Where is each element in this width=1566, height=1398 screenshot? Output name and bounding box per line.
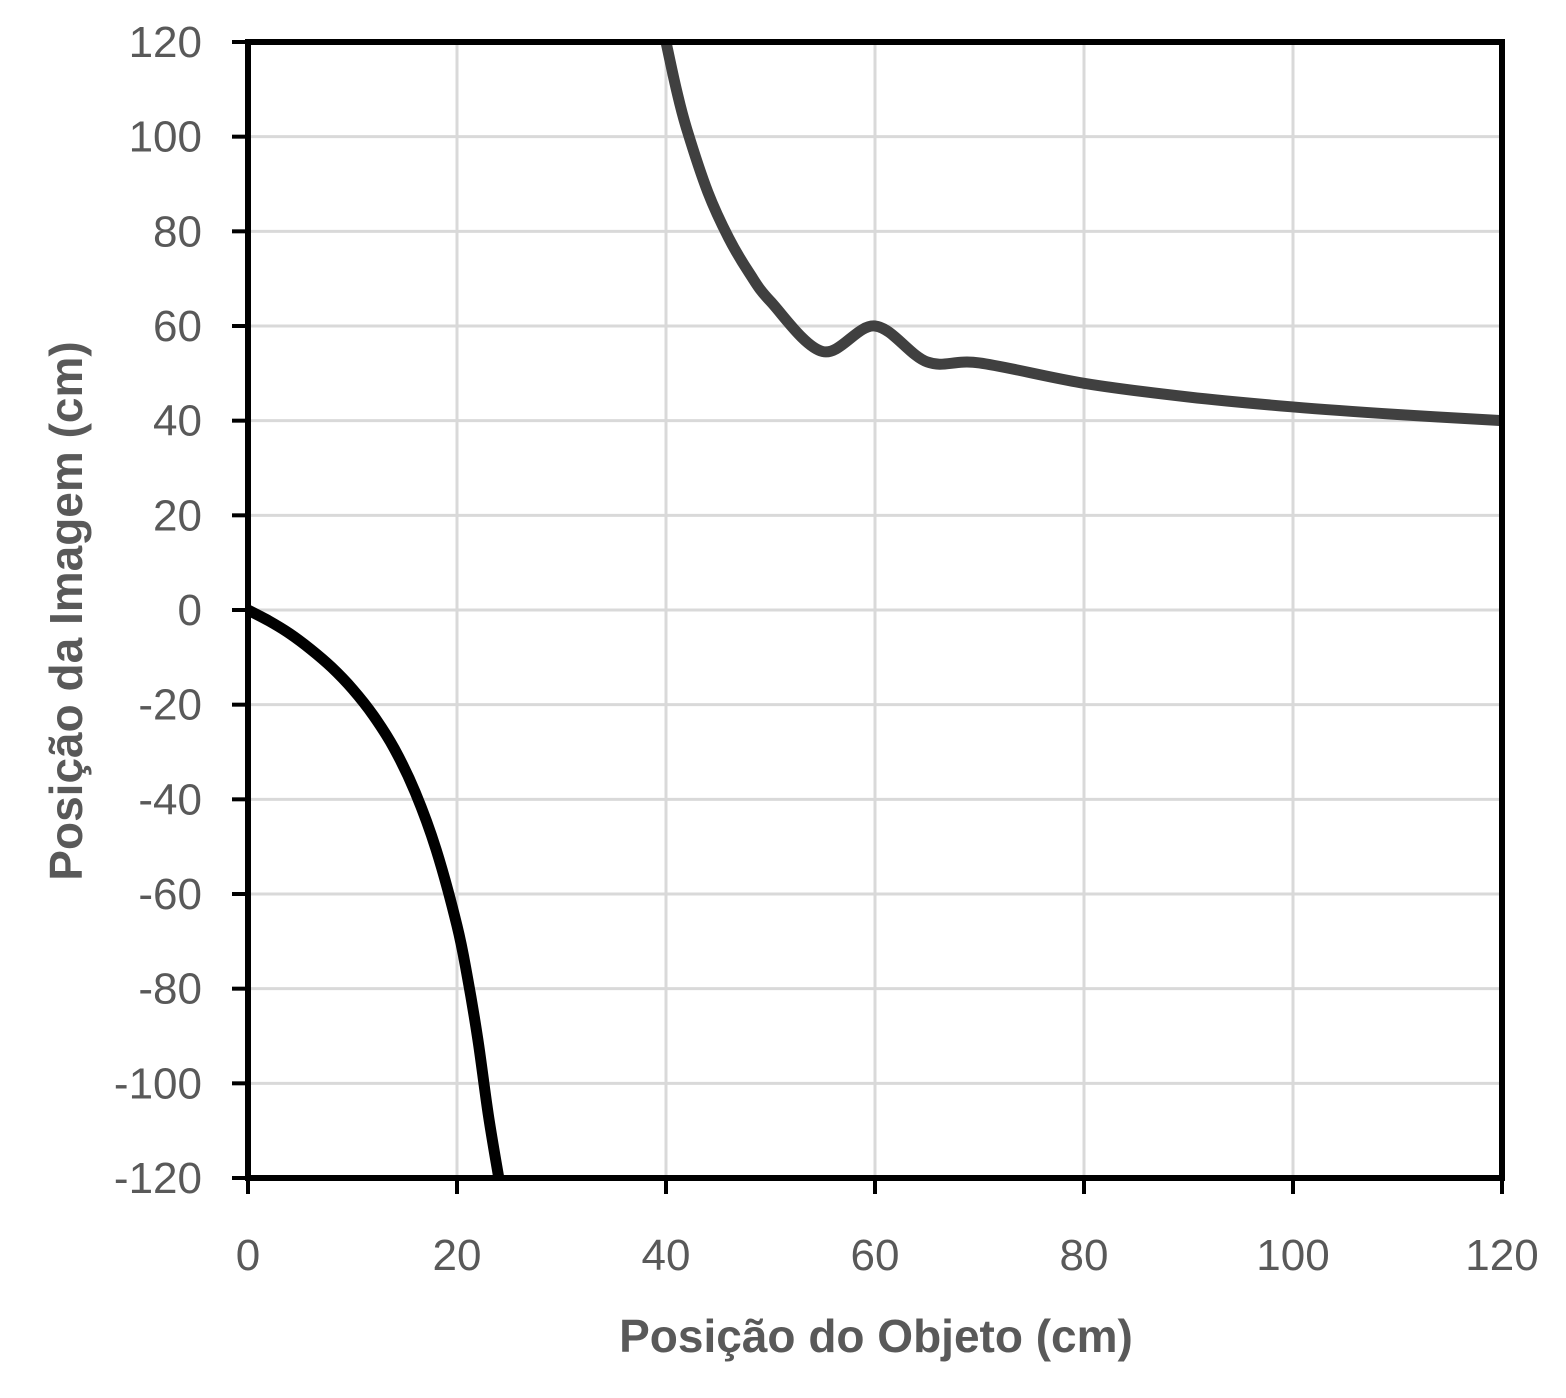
x-tick-label: 20 <box>433 1231 482 1280</box>
x-tick-label: 40 <box>642 1231 691 1280</box>
y-tick-label: 60 <box>153 302 202 351</box>
x-axis-title: Posição do Objeto (cm) <box>619 1310 1133 1362</box>
y-axis-title: Posição da Imagem (cm) <box>40 341 92 880</box>
y-tick-label: 40 <box>153 397 202 446</box>
y-tick-label: -60 <box>138 870 202 919</box>
plot-frame <box>245 39 1505 1181</box>
x-tick-label: 0 <box>236 1231 260 1280</box>
y-tick-label: -40 <box>138 775 202 824</box>
grid-lines <box>248 42 1502 1178</box>
x-tick-label: 100 <box>1256 1231 1329 1280</box>
y-tick-label: 80 <box>153 207 202 256</box>
x-tick-labels: 0 20 40 60 80 100 120 <box>236 1231 1539 1280</box>
y-tick-label: 100 <box>129 113 202 162</box>
y-tick-label: -120 <box>114 1154 202 1203</box>
y-tick-label: -100 <box>114 1059 202 1108</box>
y-tick-labels: 120 100 80 60 40 20 0 -20 -40 -60 -80 -100 -120 <box>114 18 202 1203</box>
series-line-2 <box>660 40 1503 427</box>
x-tick-label: 80 <box>1060 1231 1109 1280</box>
y-tick-label: -80 <box>138 965 202 1014</box>
x-tick-label: 60 <box>851 1231 900 1280</box>
series-layer <box>245 40 1503 1179</box>
y-tick-label: 0 <box>178 586 202 635</box>
y-tick-label: -20 <box>138 681 202 730</box>
y-tick-label: 120 <box>129 18 202 67</box>
axes <box>232 39 1505 1194</box>
series-line-1 <box>245 605 505 1179</box>
x-tick-label: 120 <box>1465 1231 1538 1280</box>
y-tick-label: 20 <box>153 491 202 540</box>
